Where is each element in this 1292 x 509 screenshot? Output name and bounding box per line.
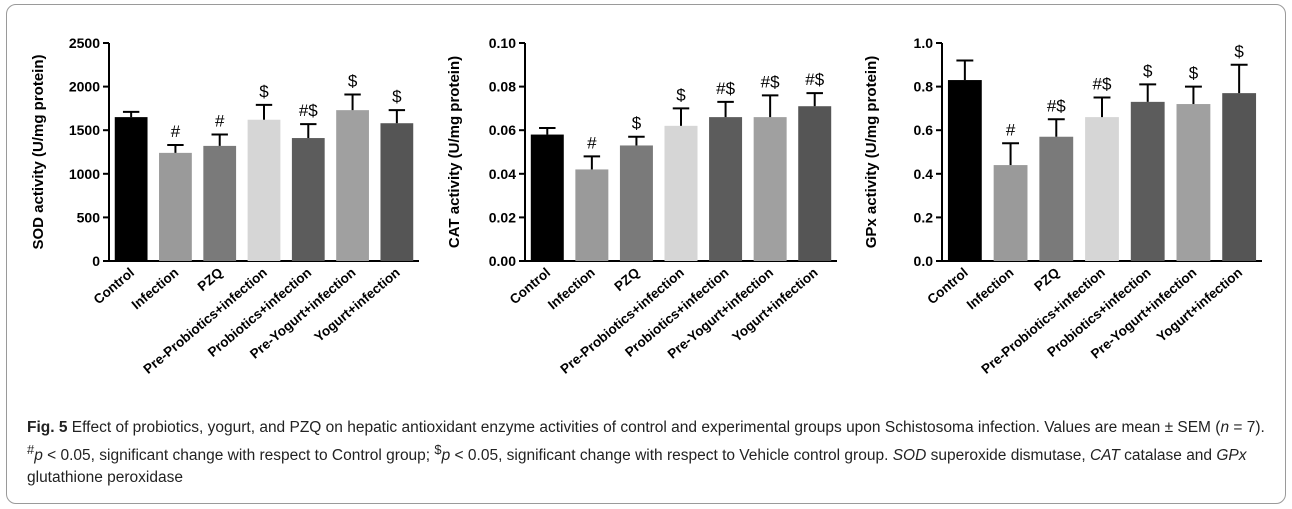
significance-label: $ bbox=[259, 82, 269, 101]
caption-text-3: < 0.05, significant change with respect … bbox=[42, 447, 435, 465]
bar bbox=[947, 80, 982, 261]
y-tick-label: 0.06 bbox=[489, 122, 516, 138]
bar bbox=[159, 152, 192, 261]
significance-label: # bbox=[587, 133, 597, 152]
significance-label: #$ bbox=[761, 72, 780, 91]
significance-label: # bbox=[215, 112, 225, 131]
bar bbox=[1176, 104, 1211, 261]
x-tick-label: Infection bbox=[964, 265, 1017, 313]
significance-label: #$ bbox=[1047, 96, 1066, 115]
bar bbox=[1085, 117, 1119, 262]
x-tick-label: Infection bbox=[129, 265, 182, 313]
bar bbox=[575, 169, 609, 261]
caption-p2: p bbox=[441, 447, 451, 465]
caption-text-7: glutathione peroxidase bbox=[27, 469, 183, 487]
figure-frame: 0 500 1000 1500 2000 2500 SOD activity (U/mg p… bbox=[6, 4, 1286, 504]
y-tick-label: 0.2 bbox=[914, 209, 934, 225]
x-tick-label: PZQ bbox=[1031, 265, 1062, 294]
bar bbox=[1130, 101, 1165, 261]
y-tick-label: 500 bbox=[77, 209, 101, 225]
caption-text-1: Effect of probiotics, yogurt, and PZQ on… bbox=[67, 419, 1221, 436]
bar bbox=[247, 119, 281, 262]
caption-p1: p bbox=[34, 447, 43, 465]
significance-label: #$ bbox=[805, 70, 824, 89]
bar bbox=[798, 106, 832, 261]
bar bbox=[753, 117, 787, 262]
caption-gpx: GPx bbox=[1216, 447, 1247, 465]
y-tick-label: 0.00 bbox=[489, 253, 516, 269]
y-tick-label: 0.02 bbox=[489, 209, 516, 225]
y-tick-label: 0.08 bbox=[489, 79, 516, 95]
significance-label: #$ bbox=[716, 79, 735, 98]
bar bbox=[993, 165, 1028, 261]
bar bbox=[291, 138, 325, 261]
bar bbox=[114, 117, 148, 262]
caption-sod: SOD bbox=[892, 447, 927, 465]
y-tick-label: 0.6 bbox=[914, 122, 934, 138]
significance-label: $ bbox=[1143, 61, 1153, 80]
caption-dollar-symbol: $ bbox=[434, 442, 442, 457]
figure-caption: Fig. 5 Effect of probiotics, yogurt, and… bbox=[27, 417, 1277, 489]
bar bbox=[709, 117, 743, 262]
y-tick-label: 0.04 bbox=[489, 166, 516, 182]
y-tick-label: 0.10 bbox=[489, 35, 516, 51]
y-axis-title: CAT activity (U/mg protein) bbox=[446, 56, 463, 248]
caption-text-2: = 7). bbox=[1229, 419, 1265, 436]
x-tick-label: Yogurt+infection bbox=[1154, 265, 1245, 345]
y-tick-label: 1000 bbox=[69, 166, 100, 182]
bar bbox=[380, 123, 414, 261]
bar bbox=[664, 125, 698, 261]
caption-label: Fig. 5 bbox=[27, 419, 68, 436]
significance-label: #$ bbox=[299, 101, 318, 120]
y-axis-title: SOD activity (U/mg protein) bbox=[30, 54, 47, 249]
bar bbox=[203, 145, 237, 261]
y-tick-label: 2500 bbox=[69, 35, 100, 51]
significance-label: # bbox=[1006, 120, 1016, 139]
y-tick-label: 0 bbox=[92, 253, 100, 269]
y-tick-label: 0.4 bbox=[914, 166, 934, 182]
bar bbox=[530, 134, 564, 261]
y-tick-label: 2000 bbox=[69, 79, 100, 95]
significance-label: $ bbox=[676, 85, 686, 104]
y-tick-label: 1500 bbox=[69, 122, 100, 138]
bar bbox=[1039, 136, 1074, 261]
significance-label: #$ bbox=[1093, 75, 1112, 94]
caption-hash-symbol: # bbox=[27, 442, 35, 457]
significance-label: $ bbox=[1234, 42, 1244, 61]
bar bbox=[619, 145, 653, 261]
charts-canvas: 0 500 1000 1500 2000 2500 SOD activity (U/mg p… bbox=[30, 35, 1262, 377]
significance-label: $ bbox=[348, 71, 358, 90]
y-tick-label: 1.0 bbox=[914, 35, 934, 51]
significance-label: $ bbox=[1189, 64, 1199, 83]
y-axis-title: GPx activity (U/mg protein) bbox=[863, 56, 880, 249]
caption-text-4: < 0.05, significant change with respect … bbox=[450, 447, 893, 465]
x-tick-label: PZQ bbox=[611, 265, 642, 294]
x-tick-label: Infection bbox=[545, 265, 598, 313]
y-tick-label: 0.0 bbox=[914, 253, 934, 269]
bar bbox=[336, 110, 369, 261]
caption-n: n bbox=[1220, 419, 1230, 436]
y-tick-label: 0.8 bbox=[914, 79, 934, 95]
caption-text-6: catalase and bbox=[1119, 447, 1217, 465]
bar bbox=[1222, 93, 1257, 261]
caption-cat: CAT bbox=[1089, 447, 1120, 465]
significance-label: $ bbox=[392, 87, 402, 106]
x-tick-label: PZQ bbox=[195, 265, 226, 294]
caption-text-5: superoxide dismutase, bbox=[926, 447, 1090, 465]
significance-label: $ bbox=[632, 114, 642, 133]
significance-label: # bbox=[171, 122, 181, 141]
